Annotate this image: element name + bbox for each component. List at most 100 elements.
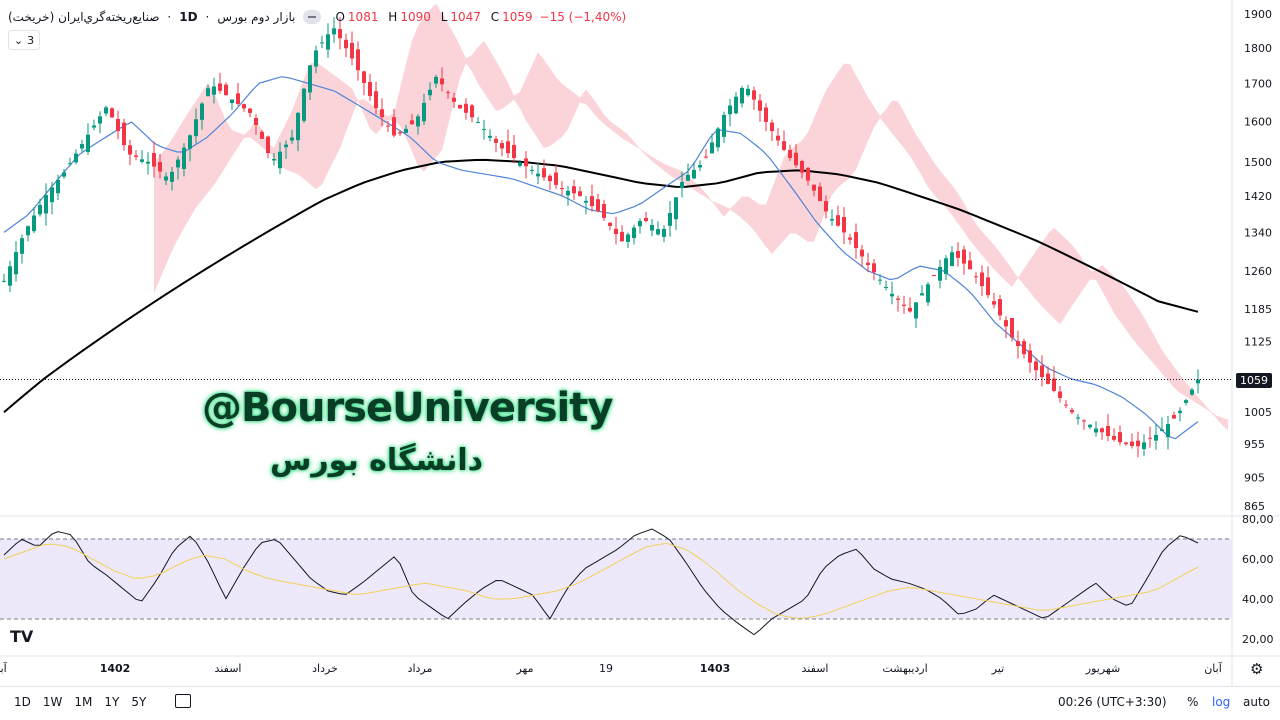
chevron-down-icon: ⌄ <box>13 33 24 47</box>
candle-body <box>854 232 858 249</box>
time-tick-label: آبان <box>1204 661 1222 675</box>
candle-body <box>8 266 12 286</box>
candle-body <box>830 218 834 221</box>
candle-body <box>284 144 288 148</box>
tradingview-logo[interactable]: TV <box>10 627 34 646</box>
candle-body <box>140 159 144 162</box>
candle-body <box>104 107 108 114</box>
bottom-toolbar: 1D 1W 1M 1Y 5Y 00:26 (UTC+3:30) % log au… <box>0 686 1280 720</box>
kijun-line <box>3 76 1199 440</box>
percent-toggle[interactable]: % <box>1187 695 1199 709</box>
candle-body <box>374 91 378 109</box>
candle-body <box>1010 317 1014 338</box>
candle-body <box>182 147 186 169</box>
candle-body <box>302 88 306 121</box>
candle-body <box>332 28 336 35</box>
candle-body <box>152 153 156 167</box>
tf-5y[interactable]: 5Y <box>131 695 147 709</box>
candle-body <box>1016 341 1020 347</box>
candle-body <box>638 220 642 227</box>
candle-body <box>1064 404 1068 406</box>
candle-body <box>92 125 96 128</box>
candle-body <box>170 171 174 182</box>
tf-1w[interactable]: 1W <box>42 695 63 709</box>
candle-body <box>1076 417 1080 419</box>
clock-timezone[interactable]: 00:26 (UTC+3:30) <box>1058 695 1167 709</box>
candle-body <box>1178 410 1182 414</box>
candle-body <box>500 143 504 149</box>
candle-body <box>524 158 528 167</box>
candle-body <box>356 49 360 71</box>
candle-body <box>962 249 966 264</box>
candle-body <box>1118 432 1122 443</box>
candle-body <box>536 173 540 177</box>
candle-body <box>1148 437 1152 439</box>
candle-body <box>920 293 924 296</box>
indicator-count: 3 <box>27 33 35 47</box>
candle-body <box>80 144 84 149</box>
candle-body <box>662 228 666 237</box>
price-tick-label: 1900 <box>1244 8 1272 21</box>
candle-body <box>752 90 756 100</box>
candle-body <box>896 298 900 300</box>
price-tick-label: 1125 <box>1244 336 1272 349</box>
candle-body <box>254 117 258 125</box>
candle-body <box>866 262 870 265</box>
candle-body <box>1190 389 1194 395</box>
candle-body <box>860 249 864 257</box>
moving-average-line <box>3 158 1199 413</box>
price-tick-label: 1185 <box>1244 303 1272 316</box>
auto-toggle[interactable]: auto <box>1243 695 1271 709</box>
candle-body <box>368 81 372 96</box>
rsi-tick-label: 40,00 <box>1242 593 1274 606</box>
candle-body <box>1082 420 1086 422</box>
candle-body <box>710 142 714 154</box>
candle-body <box>56 179 60 194</box>
rsi-line <box>3 528 1199 636</box>
candle-body <box>26 226 30 236</box>
candle-body <box>944 258 948 275</box>
candle-body <box>242 104 246 109</box>
tf-1d[interactable]: 1D <box>14 695 31 709</box>
tf-1y[interactable]: 1Y <box>104 695 120 709</box>
candle-body <box>1184 400 1188 403</box>
timeframe-buttons: 1D 1W 1M 1Y 5Y <box>14 695 146 709</box>
chart-canvas[interactable]: 1900 1800 1700 1600 1500 1420 1340 1260 1185 1125… <box>0 0 1280 686</box>
candle-body <box>296 112 300 141</box>
candle-body <box>1034 361 1038 371</box>
candle-body <box>248 108 252 113</box>
candle-body <box>1100 428 1104 433</box>
candle-body <box>122 122 126 146</box>
candle-body <box>560 188 564 190</box>
log-toggle[interactable]: log <box>1212 695 1231 709</box>
time-tick-label: اسفند <box>802 662 829 675</box>
interval-label[interactable]: 1D <box>179 10 198 24</box>
candle-body <box>1004 320 1008 327</box>
time-tick-label: آبا <box>0 661 8 675</box>
candle-body <box>1046 373 1050 384</box>
date-range-calendar-icon[interactable] <box>175 694 191 708</box>
candle-body <box>164 176 168 181</box>
last-price-tag: 1059 <box>1236 373 1272 388</box>
candle-body <box>74 153 78 163</box>
candle-body <box>128 145 132 155</box>
tf-1m[interactable]: 1M <box>74 695 93 709</box>
indicators-collapse-button[interactable]: ⌄ 3 <box>8 30 40 50</box>
candle-body <box>848 237 852 240</box>
candle-body <box>98 116 102 124</box>
price-change: −15 (−1,40%) <box>539 10 627 24</box>
settings-gear-icon[interactable]: ⚙ <box>1250 660 1264 678</box>
time-tick-label: اردیبهشت <box>882 662 927 675</box>
candle-body <box>428 89 432 96</box>
candle-body <box>134 155 138 157</box>
legend-header: صنايع‌ريخته‌گري‌ايران (خريخت) · 1D · باز… <box>8 6 626 28</box>
candle-body <box>1124 442 1128 445</box>
candle-body <box>926 284 930 303</box>
candle-body <box>824 201 828 212</box>
candle-body <box>542 168 546 178</box>
candle-body <box>758 100 762 111</box>
candle-body <box>746 88 750 96</box>
symbol-name[interactable]: صنايع‌ريخته‌گري‌ايران (خريخت) <box>8 10 160 24</box>
visibility-eye-icon[interactable] <box>303 10 322 24</box>
candle-body <box>218 83 222 91</box>
